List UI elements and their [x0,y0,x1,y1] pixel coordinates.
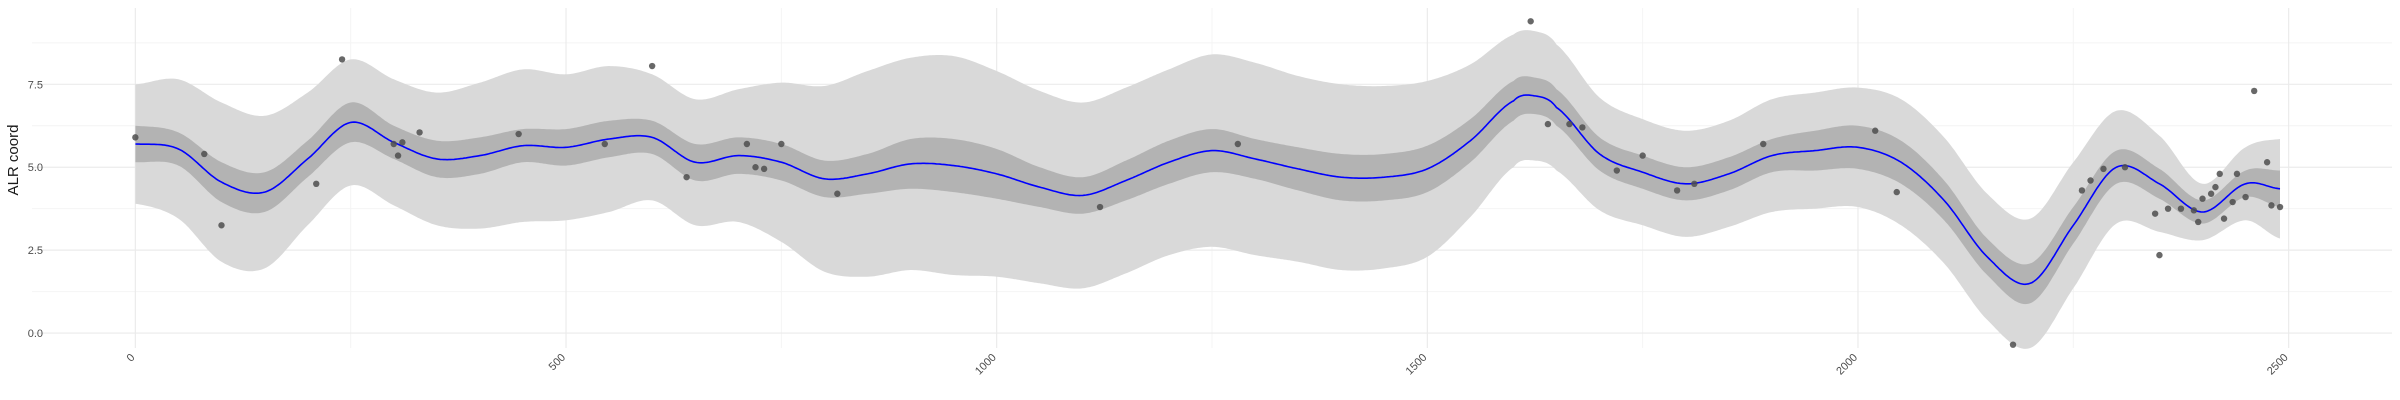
data-point [2220,215,2228,222]
x-tick-label: 2500 [2265,352,2291,378]
data-point [683,173,690,181]
data-point [1760,140,1767,148]
data-point [1893,188,1900,196]
mean-line [135,94,2281,286]
data-point [2212,183,2219,191]
data-point [2268,202,2275,209]
outer-band-95 [135,30,2281,349]
data-point [1234,140,1242,148]
data-point [2078,187,2086,194]
data-point [390,140,397,148]
point-layer [132,18,2284,348]
data-point [743,140,751,148]
data-point [2009,341,2017,348]
data-point [2276,203,2284,211]
data-point [218,222,225,229]
data-point [760,165,768,173]
data-point [399,139,406,146]
data-point [1639,152,1646,159]
data-point [2199,195,2206,202]
data-point [2263,159,2271,166]
data-point [2207,190,2215,197]
data-point [834,190,841,197]
data-point [2195,218,2202,226]
y-tick-label: 2.5 [28,245,43,257]
data-point [2156,251,2163,259]
data-point [1872,127,1879,134]
data-point [601,140,608,148]
y-tick-label: 7.5 [28,79,43,91]
data-point [515,130,522,138]
data-point [201,150,208,158]
y-tick-label: 0.0 [28,328,43,340]
data-point [2177,205,2185,212]
x-tick-label: 500 [547,352,568,373]
data-point [2151,210,2159,217]
x-tick-label: 0 [125,352,138,365]
x-tick-label: 2000 [1834,352,1860,378]
data-point [2229,198,2236,206]
y-tick-label: 5.0 [28,162,43,174]
data-point [2164,205,2172,212]
data-point [132,134,139,141]
data-point [416,129,423,136]
data-point [2250,87,2258,95]
band-layer [135,30,2281,349]
data-point [2242,193,2249,201]
x-tick-label: 1500 [1404,352,1430,378]
data-point [2087,177,2094,184]
data-point [648,62,656,70]
y-axis-title: ALR coord [5,125,22,196]
data-point [1579,124,1586,131]
data-point [2121,164,2129,171]
data-point [2233,170,2241,178]
data-point [394,152,402,159]
data-point [1096,203,1104,211]
data-point [313,180,320,188]
line-layer [135,94,2281,286]
data-point [752,164,759,171]
data-point [1544,120,1552,128]
data-point [2190,207,2198,214]
data-point [1673,187,1681,194]
inner-band-50 [135,76,2281,305]
data-point [778,140,785,148]
data-point [1527,18,1534,25]
data-point [1566,120,1573,128]
data-point [2100,165,2107,173]
data-point [1613,167,1621,174]
data-point [2216,170,2223,178]
data-point [338,56,346,63]
x-tick-label: 1000 [973,352,999,378]
data-point [1691,180,1698,188]
